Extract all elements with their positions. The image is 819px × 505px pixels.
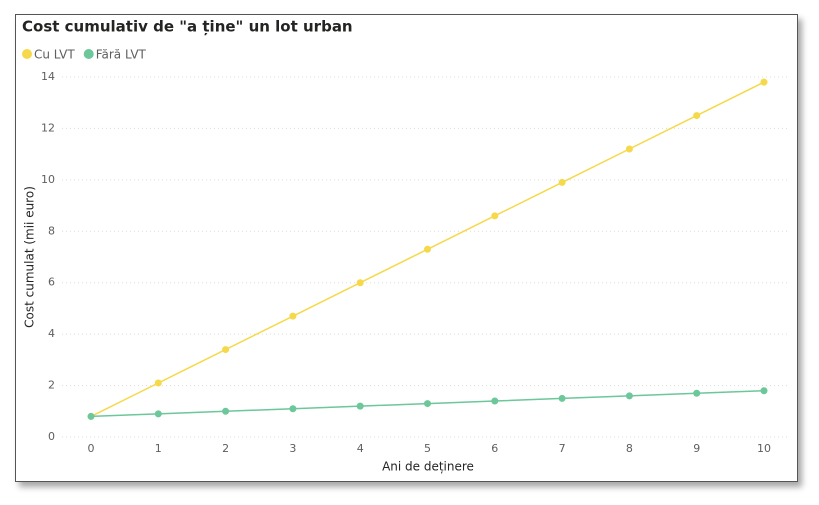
x-tick-label: 3	[289, 442, 296, 455]
y-tick-label: 6	[48, 276, 55, 289]
y-tick-label: 0	[48, 430, 55, 443]
x-tick-label: 1	[155, 442, 162, 455]
data-point	[424, 245, 431, 253]
data-point	[222, 407, 230, 415]
x-tick-label: 10	[757, 442, 771, 455]
y-tick-label: 10	[41, 173, 55, 186]
x-axis-title: Ani de deținere	[382, 460, 474, 474]
y-tick-label: 4	[48, 327, 55, 340]
data-point	[558, 394, 566, 402]
data-point	[760, 387, 768, 395]
data-point	[87, 412, 95, 420]
data-point	[356, 402, 364, 410]
x-tick-label: 0	[88, 442, 95, 455]
x-tick-label: 5	[424, 442, 431, 455]
data-point	[289, 405, 297, 413]
data-point	[424, 400, 431, 408]
data-point	[154, 379, 162, 387]
x-tick-label: 6	[491, 442, 498, 455]
legend-marker[interactable]	[22, 49, 32, 59]
x-tick-label: 4	[357, 442, 364, 455]
x-tick-label: 2	[222, 442, 229, 455]
y-tick-label: 8	[48, 224, 55, 237]
legend-label[interactable]: Fără LVT	[96, 48, 147, 62]
chart-title: Cost cumulativ de "a ține" un lot urban	[22, 18, 353, 36]
data-point	[760, 78, 768, 86]
y-tick-label: 14	[41, 70, 55, 83]
data-point	[289, 312, 297, 320]
y-tick-label: 2	[48, 379, 55, 392]
data-point	[625, 145, 633, 153]
y-tick-label: 12	[41, 121, 55, 134]
x-tick-label: 7	[559, 442, 566, 455]
data-point	[625, 392, 633, 400]
data-point	[491, 397, 499, 405]
data-point	[693, 112, 701, 120]
data-point	[222, 346, 230, 354]
data-point	[693, 389, 701, 397]
legend-marker[interactable]	[83, 49, 94, 59]
x-tick-label: 9	[693, 442, 700, 455]
data-point	[356, 279, 364, 287]
x-tick-label: 8	[626, 442, 633, 455]
y-axis-title: Cost cumulat (mii euro)	[23, 186, 37, 328]
data-point	[491, 212, 499, 220]
data-point	[558, 178, 566, 186]
legend-label[interactable]: Cu LVT	[34, 48, 75, 62]
data-point	[154, 410, 162, 418]
